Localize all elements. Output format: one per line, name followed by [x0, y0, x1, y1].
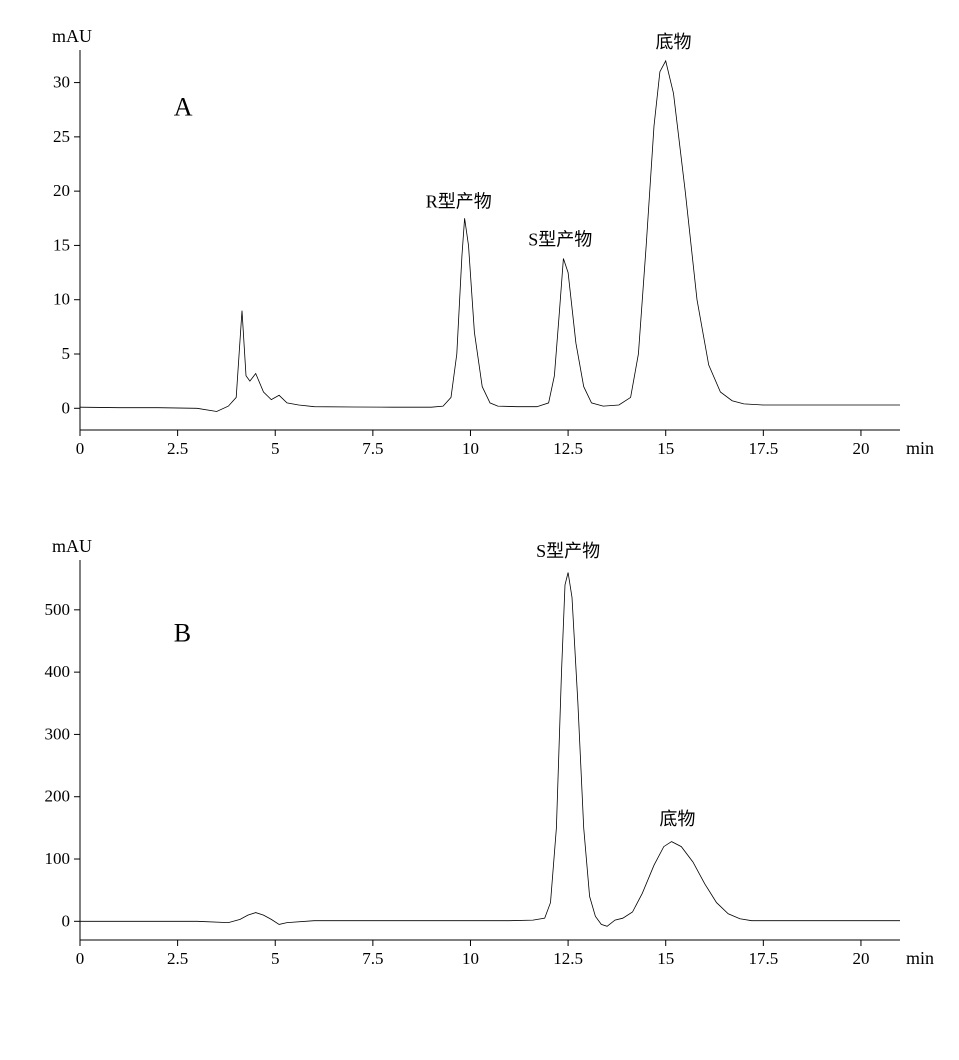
- svg-text:15: 15: [657, 439, 674, 458]
- svg-text:mAU: mAU: [52, 26, 92, 46]
- svg-text:500: 500: [45, 600, 71, 619]
- svg-text:20: 20: [852, 949, 869, 968]
- svg-text:15: 15: [657, 949, 674, 968]
- svg-text:A: A: [174, 92, 193, 121]
- svg-text:0: 0: [76, 949, 85, 968]
- svg-text:min: min: [906, 948, 934, 968]
- svg-text:底物: 底物: [659, 809, 695, 829]
- svg-text:10: 10: [462, 949, 479, 968]
- svg-text:底物: 底物: [656, 32, 692, 52]
- svg-text:15: 15: [53, 235, 70, 254]
- svg-text:12.5: 12.5: [553, 439, 583, 458]
- chart-a: 0 2.5 5 7.5 10 12.5 15 17.5 20 0 5 10 15 20 25 30 mAU min…: [20, 20, 939, 470]
- svg-text:30: 30: [53, 73, 70, 92]
- chart-b-svg: 02.557.51012.51517.5200100200300400500mA…: [20, 530, 940, 980]
- svg-text:S型产物: S型产物: [528, 229, 592, 249]
- svg-text:300: 300: [45, 724, 71, 743]
- svg-text:2.5: 2.5: [167, 949, 188, 968]
- svg-text:7.5: 7.5: [362, 439, 383, 458]
- chart-a-svg: 0 2.5 5 7.5 10 12.5 15 17.5 20 0 5 10 15 20 25 30 mAU min…: [20, 20, 940, 470]
- svg-text:B: B: [174, 619, 191, 648]
- svg-text:25: 25: [53, 127, 70, 146]
- svg-text:5: 5: [271, 949, 280, 968]
- svg-text:5: 5: [62, 344, 71, 363]
- svg-text:17.5: 17.5: [748, 949, 778, 968]
- svg-text:20: 20: [852, 439, 869, 458]
- svg-text:10: 10: [53, 290, 70, 309]
- svg-text:mAU: mAU: [52, 536, 92, 556]
- svg-text:7.5: 7.5: [362, 949, 383, 968]
- svg-text:2.5: 2.5: [167, 439, 188, 458]
- svg-text:20: 20: [53, 181, 70, 200]
- svg-text:0: 0: [76, 439, 85, 458]
- svg-text:400: 400: [45, 662, 71, 681]
- svg-text:min: min: [906, 438, 934, 458]
- svg-text:R型产物: R型产物: [426, 191, 492, 211]
- chart-b: 02.557.51012.51517.5200100200300400500mA…: [20, 530, 939, 980]
- svg-text:200: 200: [45, 787, 71, 806]
- svg-text:10: 10: [462, 439, 479, 458]
- svg-text:0: 0: [62, 398, 71, 417]
- svg-text:17.5: 17.5: [748, 439, 778, 458]
- svg-text:5: 5: [271, 439, 280, 458]
- svg-text:S型产物: S型产物: [536, 541, 600, 561]
- svg-text:0: 0: [62, 911, 71, 930]
- svg-text:12.5: 12.5: [553, 949, 583, 968]
- svg-text:100: 100: [45, 849, 71, 868]
